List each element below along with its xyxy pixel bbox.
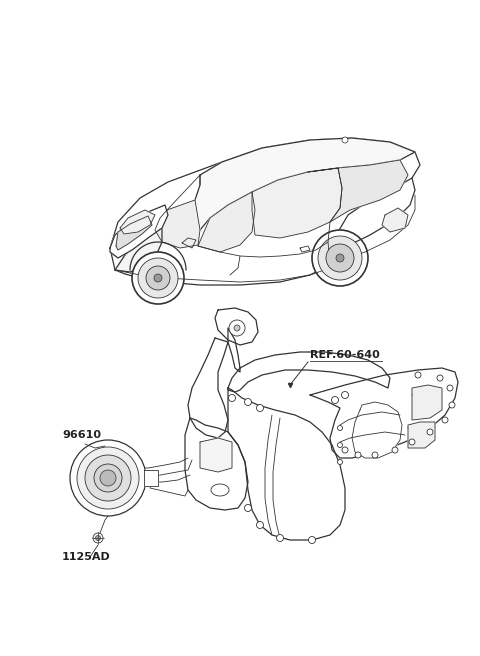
Circle shape [355,452,361,458]
Text: 1125AD: 1125AD [62,552,111,562]
Polygon shape [352,402,402,458]
Circle shape [228,394,236,401]
Circle shape [276,535,284,541]
Circle shape [332,396,338,403]
Polygon shape [155,200,200,248]
Circle shape [146,266,170,290]
Polygon shape [310,368,458,458]
Circle shape [447,385,453,391]
Polygon shape [308,160,408,222]
Circle shape [392,447,398,453]
Circle shape [309,537,315,544]
Circle shape [312,230,368,286]
Circle shape [94,464,122,492]
Circle shape [138,258,178,298]
Polygon shape [198,192,255,252]
Polygon shape [120,210,155,234]
Polygon shape [382,208,408,232]
Circle shape [337,443,343,447]
Circle shape [341,392,348,398]
Circle shape [427,429,433,435]
Polygon shape [110,138,420,285]
Text: REF.60-640: REF.60-640 [310,350,380,360]
Polygon shape [228,328,240,372]
Circle shape [96,535,100,541]
Polygon shape [412,385,442,420]
Circle shape [409,439,415,445]
Circle shape [342,137,348,143]
Circle shape [336,254,344,262]
Circle shape [256,522,264,529]
Circle shape [415,372,421,378]
Circle shape [326,244,354,272]
Polygon shape [116,216,152,250]
Circle shape [244,398,252,405]
Circle shape [70,440,146,516]
Circle shape [93,533,103,543]
Circle shape [256,405,264,411]
Text: 96610: 96610 [62,430,101,440]
Polygon shape [200,438,232,472]
Polygon shape [252,168,342,238]
Polygon shape [188,338,228,438]
Polygon shape [144,470,158,486]
Circle shape [437,375,443,381]
Circle shape [337,426,343,430]
Polygon shape [215,308,258,345]
Circle shape [318,236,362,280]
Polygon shape [228,352,390,392]
Circle shape [85,455,131,501]
Circle shape [442,417,448,423]
Circle shape [449,402,455,408]
Circle shape [337,459,343,464]
Circle shape [132,252,184,304]
Polygon shape [115,228,162,272]
Circle shape [342,447,348,453]
Polygon shape [185,418,248,510]
Circle shape [244,504,252,512]
Ellipse shape [211,484,229,496]
Polygon shape [110,205,168,258]
Circle shape [229,320,245,336]
Polygon shape [228,388,345,540]
Circle shape [234,325,240,331]
Circle shape [154,274,162,282]
Circle shape [372,452,378,458]
Polygon shape [195,138,415,230]
Polygon shape [408,422,435,448]
Circle shape [100,470,116,486]
Circle shape [77,447,139,509]
